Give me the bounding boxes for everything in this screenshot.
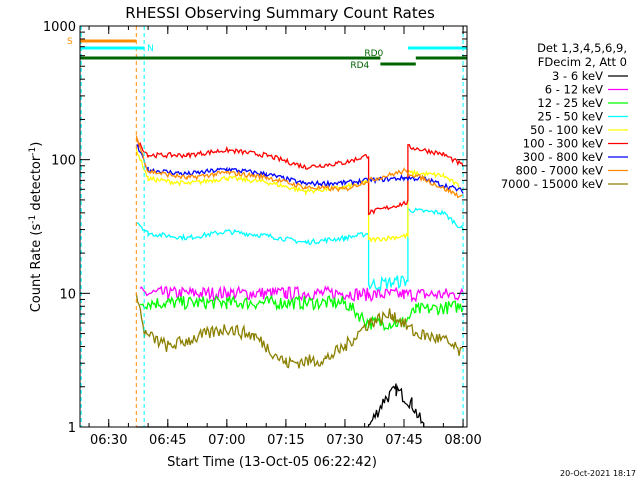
y-axis-label: Count Rate (s-1 detector-1) <box>28 142 44 313</box>
legend-label-8: 7000 - 15000 keV <box>501 177 603 191</box>
legend: Det 1,3,4,5,6,9, FDecim 2, Att 0 3 - 6 k… <box>501 41 628 191</box>
state-bar-label-0: S <box>67 37 73 47</box>
y-axis-label-exp2: -1 <box>28 147 38 156</box>
series-line-4 <box>135 148 464 244</box>
x-tick-label-3: 07:15 <box>267 433 304 448</box>
legend-label-5: 100 - 300 keV <box>523 137 603 151</box>
plot-area: S N RD0 RD4 <box>67 26 467 428</box>
y-tick-label-0: 1 <box>68 421 76 436</box>
legend-label-2: 12 - 25 keV <box>537 96 603 110</box>
series-line-5 <box>136 138 464 216</box>
chart-title: RHESSI Observing Summary Count Rates <box>125 4 435 22</box>
x-tick-label-2: 07:00 <box>208 433 245 448</box>
series-line-6 <box>136 144 464 194</box>
series-line-8 <box>135 293 464 369</box>
y-tick-label-3: 1000 <box>43 20 76 35</box>
x-tick-label-0: 06:30 <box>90 433 127 448</box>
x-axis-label: Start Time (13-Oct-05 06:22:42) <box>167 455 377 470</box>
y-axis-label-mid: detector <box>29 155 44 215</box>
state-bar-label-3: RD0 <box>364 49 383 59</box>
axes-frame <box>79 25 468 428</box>
y-axis-label-end: ) <box>29 142 44 147</box>
x-tick-label-6: 08:00 <box>444 433 481 448</box>
legend-label-6: 300 - 800 keV <box>523 150 603 164</box>
legend-label-1: 6 - 12 keV <box>545 83 603 97</box>
state-bar-label-1: N <box>147 44 154 54</box>
series-line-3 <box>136 207 464 292</box>
x-tick-label-4: 07:30 <box>326 433 363 448</box>
y-axis-label-main: Count Rate (s <box>29 224 44 313</box>
legend-header-line2: FDecim 2, Att 0 <box>538 55 627 69</box>
y-axis-label-exp1: -1 <box>28 215 38 224</box>
state-bar-label-5: RD4 <box>350 61 369 71</box>
timestamp-footer: 20-Oct-2021 18:17 <box>560 469 636 478</box>
series-line-2 <box>139 294 464 332</box>
legend-label-0: 3 - 6 keV <box>552 69 603 83</box>
legend-label-3: 25 - 50 keV <box>537 110 603 124</box>
series-line-0 <box>136 383 464 428</box>
series-line-7 <box>135 135 464 199</box>
legend-label-7: 800 - 7000 keV <box>515 164 603 178</box>
legend-label-4: 50 - 100 keV <box>530 123 603 137</box>
series-line-1 <box>139 284 464 303</box>
legend-header-line1: Det 1,3,4,5,6,9, <box>537 41 627 55</box>
x-tick-label-1: 06:45 <box>149 433 186 448</box>
y-tick-label-1: 10 <box>59 287 76 302</box>
x-tick-label-5: 07:45 <box>385 433 422 448</box>
y-tick-label-2: 100 <box>51 154 76 169</box>
